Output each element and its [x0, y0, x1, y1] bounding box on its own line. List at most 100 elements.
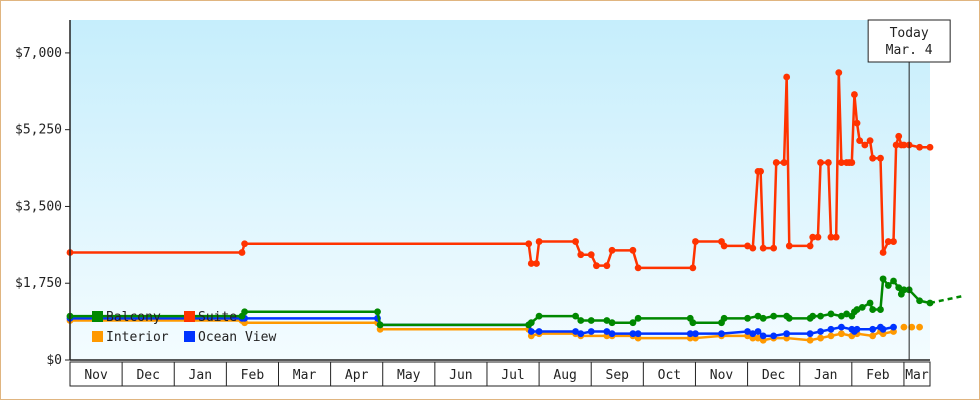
month-label: Jan [189, 368, 212, 383]
data-point-suite [241, 240, 249, 248]
month-label: Feb [241, 368, 265, 383]
data-point-suite [608, 246, 616, 254]
legend-label-interior: Interior [106, 330, 169, 345]
data-point-suite [890, 238, 897, 245]
data-point-balcony [877, 306, 884, 313]
data-point-ocean-view [603, 328, 611, 335]
data-point-suite [853, 119, 861, 127]
data-point-balcony [817, 312, 824, 320]
data-point-interior [806, 336, 814, 344]
data-point-balcony [527, 319, 535, 327]
data-point-suite [238, 249, 246, 256]
y-tick-label: $3,500 [15, 199, 62, 214]
month-label: Sep [606, 368, 630, 383]
data-point-interior [900, 323, 908, 331]
data-point-ocean-view [744, 328, 751, 335]
data-point-suite [835, 69, 843, 77]
month-labels: Nov Dec Jan Feb Mar Apr May Jun Jul Aug Sep Oct Nov D… [84, 362, 929, 386]
y-tick-label: $0 [46, 353, 62, 368]
data-point-suite [827, 233, 835, 241]
data-point-suite [861, 141, 869, 149]
legend-swatch-suite [184, 311, 195, 322]
data-point-ocean-view [629, 330, 637, 338]
data-point-ocean-view [527, 328, 535, 335]
month-label: Mar [905, 368, 929, 383]
data-point-balcony [535, 312, 543, 320]
data-point-suite [749, 244, 757, 252]
data-point-balcony [853, 306, 861, 313]
legend-swatch-ocean-view [184, 331, 195, 342]
data-point-suite [772, 159, 780, 166]
data-point-interior [908, 323, 916, 331]
data-point-ocean-view [817, 328, 824, 335]
series-layer [66, 69, 962, 344]
data-point-balcony [608, 319, 616, 327]
data-point-ocean-view [827, 325, 835, 333]
data-point-suite [785, 242, 793, 250]
data-point-ocean-view [692, 330, 699, 338]
data-point-balcony [603, 317, 611, 324]
data-point-suite [783, 73, 791, 81]
data-point-ocean-view [837, 323, 845, 331]
data-point-suite [884, 238, 892, 245]
data-point-balcony [629, 319, 637, 327]
data-point-balcony [744, 314, 751, 322]
data-point-ocean-view [572, 328, 579, 335]
data-point-interior [817, 334, 824, 342]
month-label: Jul [501, 368, 524, 383]
data-point-balcony [890, 277, 897, 285]
data-point-suite [757, 167, 765, 175]
month-label: Jun [449, 368, 472, 383]
month-label: Jan [814, 368, 837, 383]
data-point-suite [817, 159, 824, 166]
data-point-balcony [376, 321, 384, 329]
data-point-ocean-view [749, 330, 757, 338]
month-label: Dec [762, 368, 785, 383]
month-label: Nov [710, 368, 734, 383]
data-point-suite [856, 137, 864, 145]
data-point-suite [877, 154, 884, 162]
legend-label-balcony: Balcony [106, 310, 161, 325]
forecast-line-balcony [929, 295, 962, 305]
data-point-suite [759, 244, 767, 252]
data-point-suite [603, 262, 611, 270]
data-point-ocean-view [535, 328, 543, 335]
data-point-suite [780, 159, 788, 166]
month-band [69, 361, 931, 387]
month-label: Aug [553, 368, 576, 383]
data-point-balcony [689, 319, 697, 327]
data-point-suite [527, 260, 535, 267]
data-point-balcony [827, 310, 835, 318]
plot-background [70, 20, 930, 360]
data-point-interior [916, 323, 923, 331]
data-point-balcony [634, 314, 642, 322]
y-tick-label: $5,250 [15, 123, 62, 138]
data-point-suite [806, 242, 814, 250]
data-point-suite [809, 233, 817, 241]
month-label: Oct [658, 368, 681, 383]
data-point-suite [926, 143, 934, 151]
data-point-balcony [884, 282, 892, 289]
y-axis-ticks: $0 $1,750 $3,500 $5,250 $7,000 [15, 46, 70, 368]
data-point-balcony [837, 312, 845, 320]
data-point-ocean-view [577, 330, 585, 338]
data-point-balcony [895, 284, 903, 292]
month-label: Feb [866, 368, 890, 383]
data-point-balcony [809, 312, 817, 320]
data-point-suite [837, 159, 845, 166]
data-point-suite [814, 233, 822, 241]
today-label: Today [890, 26, 929, 41]
data-point-interior [869, 332, 877, 340]
data-point-balcony [587, 317, 595, 324]
data-point-ocean-view [853, 325, 861, 333]
data-point-suite [866, 137, 874, 145]
data-point-suite [824, 159, 832, 166]
data-point-ocean-view [754, 328, 762, 335]
month-label: Dec [136, 368, 159, 383]
data-point-balcony [241, 308, 249, 316]
data-point-balcony [900, 286, 908, 294]
data-point-suite [848, 159, 856, 166]
y-tick-label: $1,750 [15, 276, 62, 291]
data-point-ocean-view [686, 330, 694, 338]
